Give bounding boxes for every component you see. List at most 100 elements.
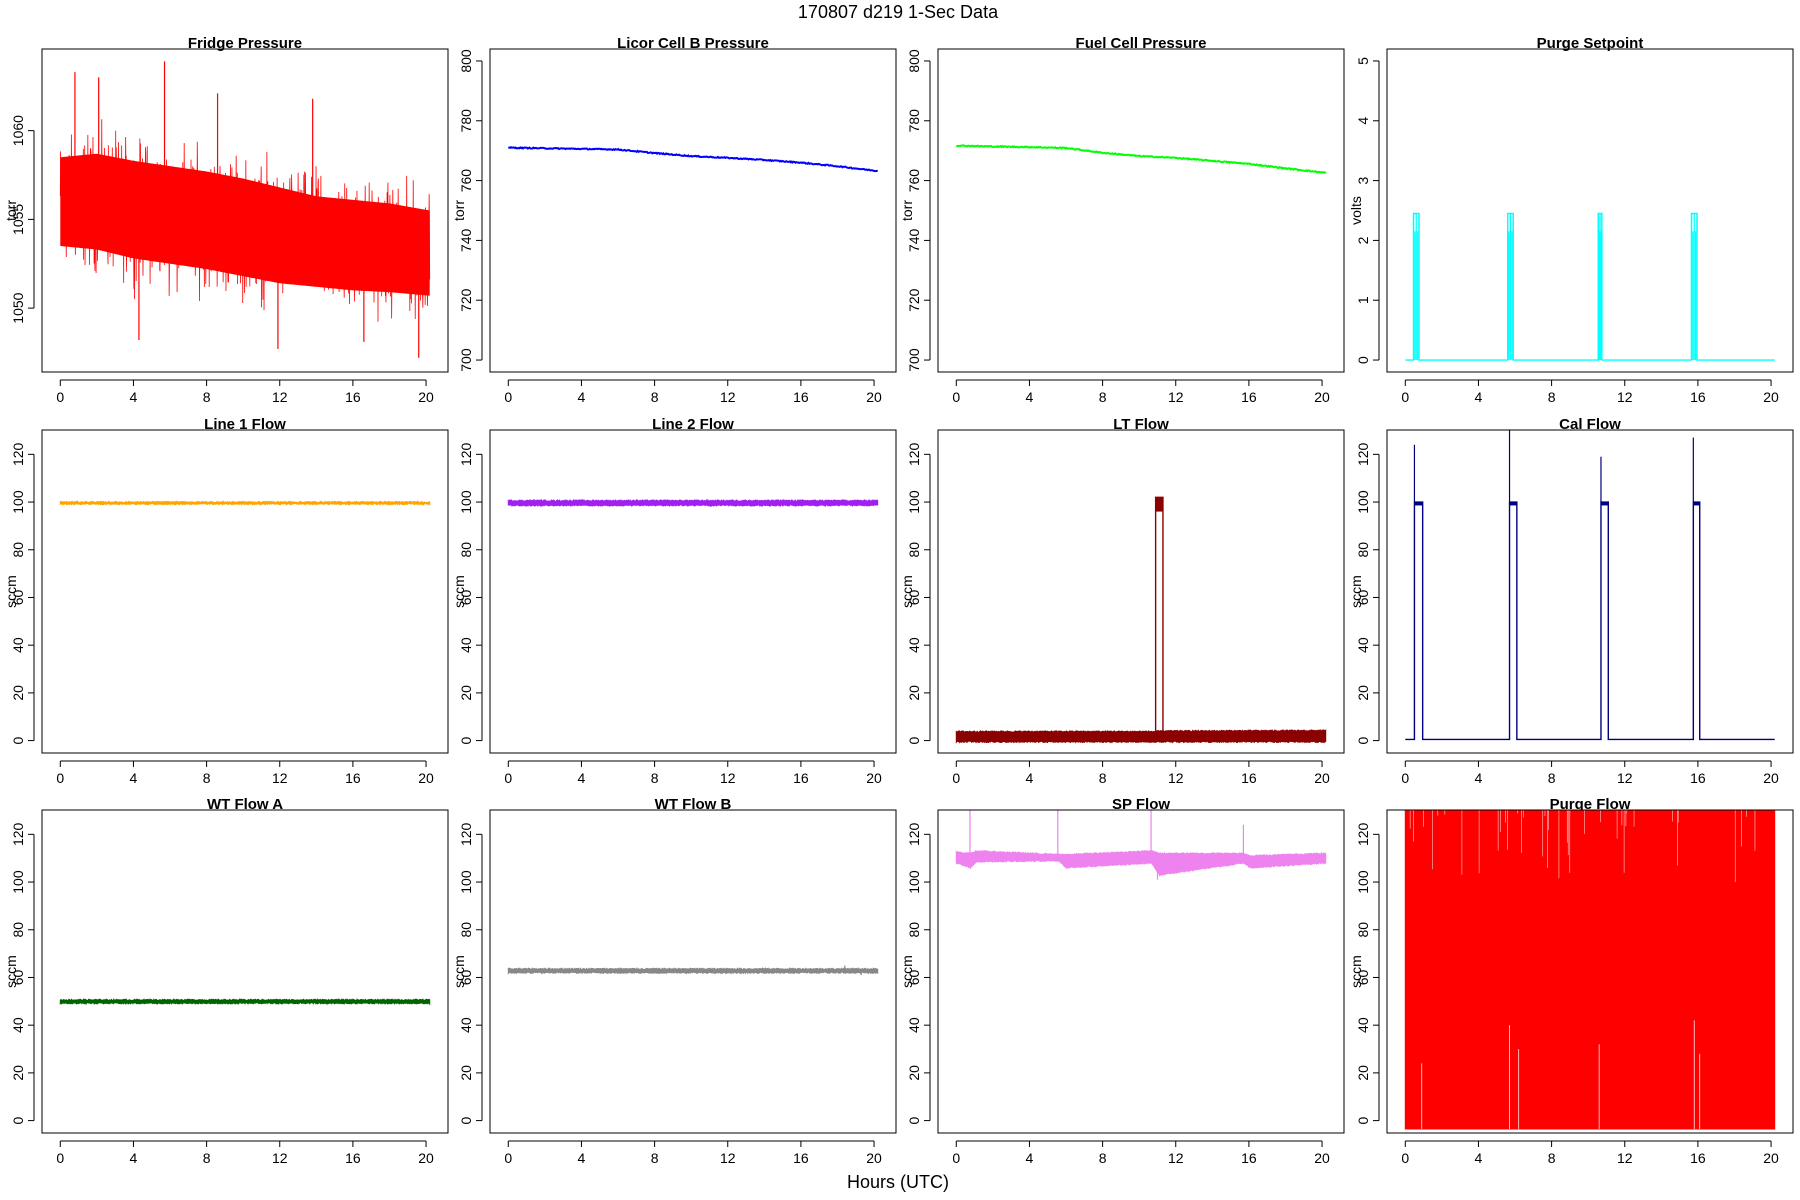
panel-1-xtick-label-0: 0: [56, 389, 64, 405]
panel-4-xtick-label-0: 0: [1401, 389, 1409, 405]
panel-2-xtick-label-0: 0: [504, 389, 512, 405]
panel-8-ylabel: sccm: [1348, 575, 1364, 608]
panel-6-ylabel: sccm: [451, 575, 467, 608]
panel-12-ytick-label-120: 120: [1355, 822, 1371, 846]
panel-4-data: [1405, 212, 1775, 361]
panel-6-xtick-label-12: 12: [720, 770, 736, 786]
panel-7-ytick-label-40: 40: [906, 637, 922, 653]
panel-12-title: Purge Flow: [1550, 796, 1631, 813]
panel-5-ytick-label-80: 80: [10, 542, 26, 558]
panel-4-xtick-label-16: 16: [1690, 389, 1706, 405]
panel-3-ytick-label-720: 720: [906, 288, 922, 312]
panel-2-series: [507, 146, 879, 173]
panel-12: Purge Flow sccm 0 4 8 12 16 20 0 20 40 60 80 100 120: [1348, 796, 1794, 1166]
panel-8-data: [1405, 430, 1775, 741]
panel-5-xtick-label-4: 4: [130, 770, 138, 786]
panel-12-ylabel: sccm: [1348, 955, 1364, 988]
panel-10-ytick-label-100: 100: [458, 870, 474, 894]
panel-5-ytick-label-60: 60: [10, 589, 26, 605]
panel-2-ytick-label-720: 720: [458, 288, 474, 312]
panel-12-ytick-label-80: 80: [1355, 922, 1371, 938]
panel-1-ytick-label-1050: 1050: [10, 292, 26, 323]
panel-5-frame: [41, 429, 449, 754]
panel-1-ytick-label-1055: 1055: [10, 204, 26, 235]
panel-11-xtick-label-8: 8: [1099, 1150, 1107, 1166]
panel-6-xtick-label-8: 8: [651, 770, 659, 786]
panel-1-xtick-label-8: 8: [203, 389, 211, 405]
panel-1-ytick-label-1060: 1060: [10, 115, 26, 146]
panel-12-ytick-label-100: 100: [1355, 870, 1371, 894]
panel-6-data: [507, 498, 879, 508]
panel-7-ytick-label-0: 0: [906, 736, 922, 744]
panel-9-ytick-label-60: 60: [10, 969, 26, 985]
panel-11-ytick-label-0: 0: [906, 1116, 922, 1124]
panel-2-xtick-label-12: 12: [720, 389, 736, 405]
panel-12-frame: [1386, 809, 1794, 1134]
panel-9-ytick-label-40: 40: [10, 1017, 26, 1033]
panel-9-ylabel: sccm: [3, 955, 19, 988]
panel-11-ytick-label-100: 100: [906, 870, 922, 894]
panel-5-ylabel: sccm: [3, 575, 19, 608]
panel-8-xtick-label-0: 0: [1401, 770, 1409, 786]
panel-7-ytick-label-120: 120: [906, 442, 922, 466]
panel-9-ytick-label-20: 20: [10, 1065, 26, 1081]
panel-5-ytick-label-120: 120: [10, 442, 26, 466]
panel-2-ytick-label-700: 700: [458, 348, 474, 372]
panel-11: SP Flow sccm 0 4 8 12 16 20 0 20 40 60 80 100 120: [899, 796, 1345, 1166]
panel-12-ytick-label-0: 0: [1355, 1116, 1371, 1124]
panel-5-data: [59, 500, 431, 507]
panel-4-series: [1405, 212, 1775, 361]
panel-8-xtick-label-20: 20: [1763, 770, 1779, 786]
panel-3-xtick-label-0: 0: [952, 389, 960, 405]
panel-7-series: [955, 728, 1327, 744]
panel-3-xtick-label-12: 12: [1168, 389, 1184, 405]
panel-4-ytick-label-4: 4: [1355, 117, 1371, 125]
panel-12-xtick-label-0: 0: [1401, 1150, 1409, 1166]
panel-10-ytick-label-20: 20: [458, 1065, 474, 1081]
panel-6-ytick-label-100: 100: [458, 490, 474, 514]
panel-6-series: [507, 498, 879, 508]
panel-6-ytick-label-80: 80: [458, 542, 474, 558]
panel-8-series: [1405, 501, 1775, 741]
panel-2-ytick-label-800: 800: [458, 49, 474, 73]
panel-2-xtick-label-20: 20: [866, 389, 882, 405]
panel-11-ylabel: sccm: [899, 955, 915, 988]
panel-4-ytick-label-2: 2: [1355, 236, 1371, 244]
panel-7-ylabel: sccm: [899, 575, 915, 608]
panel-1-series-core: [60, 153, 430, 296]
panel-7-ytick-label-60: 60: [906, 589, 922, 605]
panel-4-ytick-label-5: 5: [1355, 57, 1371, 65]
panel-3-ytick-label-780: 780: [906, 109, 922, 133]
panel-12-ytick-label-60: 60: [1355, 969, 1371, 985]
panel-6: Line 2 Flow sccm 0 4 8 12 16 20 0 20 40 60 80 100 120: [451, 416, 897, 786]
panel-6-xtick-label-4: 4: [578, 770, 586, 786]
panel-2-ytick-label-740: 740: [458, 229, 474, 253]
panel-2-ylabel: torr: [451, 200, 467, 221]
panel-1-title: Fridge Pressure: [188, 35, 302, 52]
panel-1-frame: [41, 48, 449, 373]
panel-7-xtick-label-12: 12: [1168, 770, 1184, 786]
panel-9-ytick-label-80: 80: [10, 922, 26, 938]
panel-5-ytick-label-40: 40: [10, 637, 26, 653]
panel-3-xtick-label-8: 8: [1099, 389, 1107, 405]
panel-6-ytick-label-20: 20: [458, 685, 474, 701]
panel-3-ytick-label-800: 800: [906, 49, 922, 73]
panel-12-xtick-label-4: 4: [1475, 1150, 1483, 1166]
panel-7: LT Flow sccm 0 4 8 12 16 20 0 20 40 60 80 100 120: [899, 416, 1345, 786]
panel-11-ytick-label-80: 80: [906, 922, 922, 938]
panel-7-data: [955, 496, 1327, 744]
panel-7-ytick-label-20: 20: [906, 685, 922, 701]
panel-11-ytick-label-60: 60: [906, 969, 922, 985]
panel-4-ytick-label-3: 3: [1355, 176, 1371, 184]
panel-1-xtick-label-12: 12: [272, 389, 288, 405]
panel-8-xtick-label-8: 8: [1548, 770, 1556, 786]
panel-2: Licor Cell B Pressure torr 0 4 8 12 16 20 700 720…: [451, 35, 897, 405]
panel-7-xtick-label-20: 20: [1314, 770, 1330, 786]
panel-12-ytick-label-20: 20: [1355, 1065, 1371, 1081]
panel-1-data: [59, 61, 431, 358]
panel-2-xtick-label-4: 4: [578, 389, 586, 405]
panel-4-frame: [1386, 48, 1794, 373]
panel-10-ylabel: sccm: [451, 955, 467, 988]
panel-7-ytick-label-100: 100: [906, 490, 922, 514]
